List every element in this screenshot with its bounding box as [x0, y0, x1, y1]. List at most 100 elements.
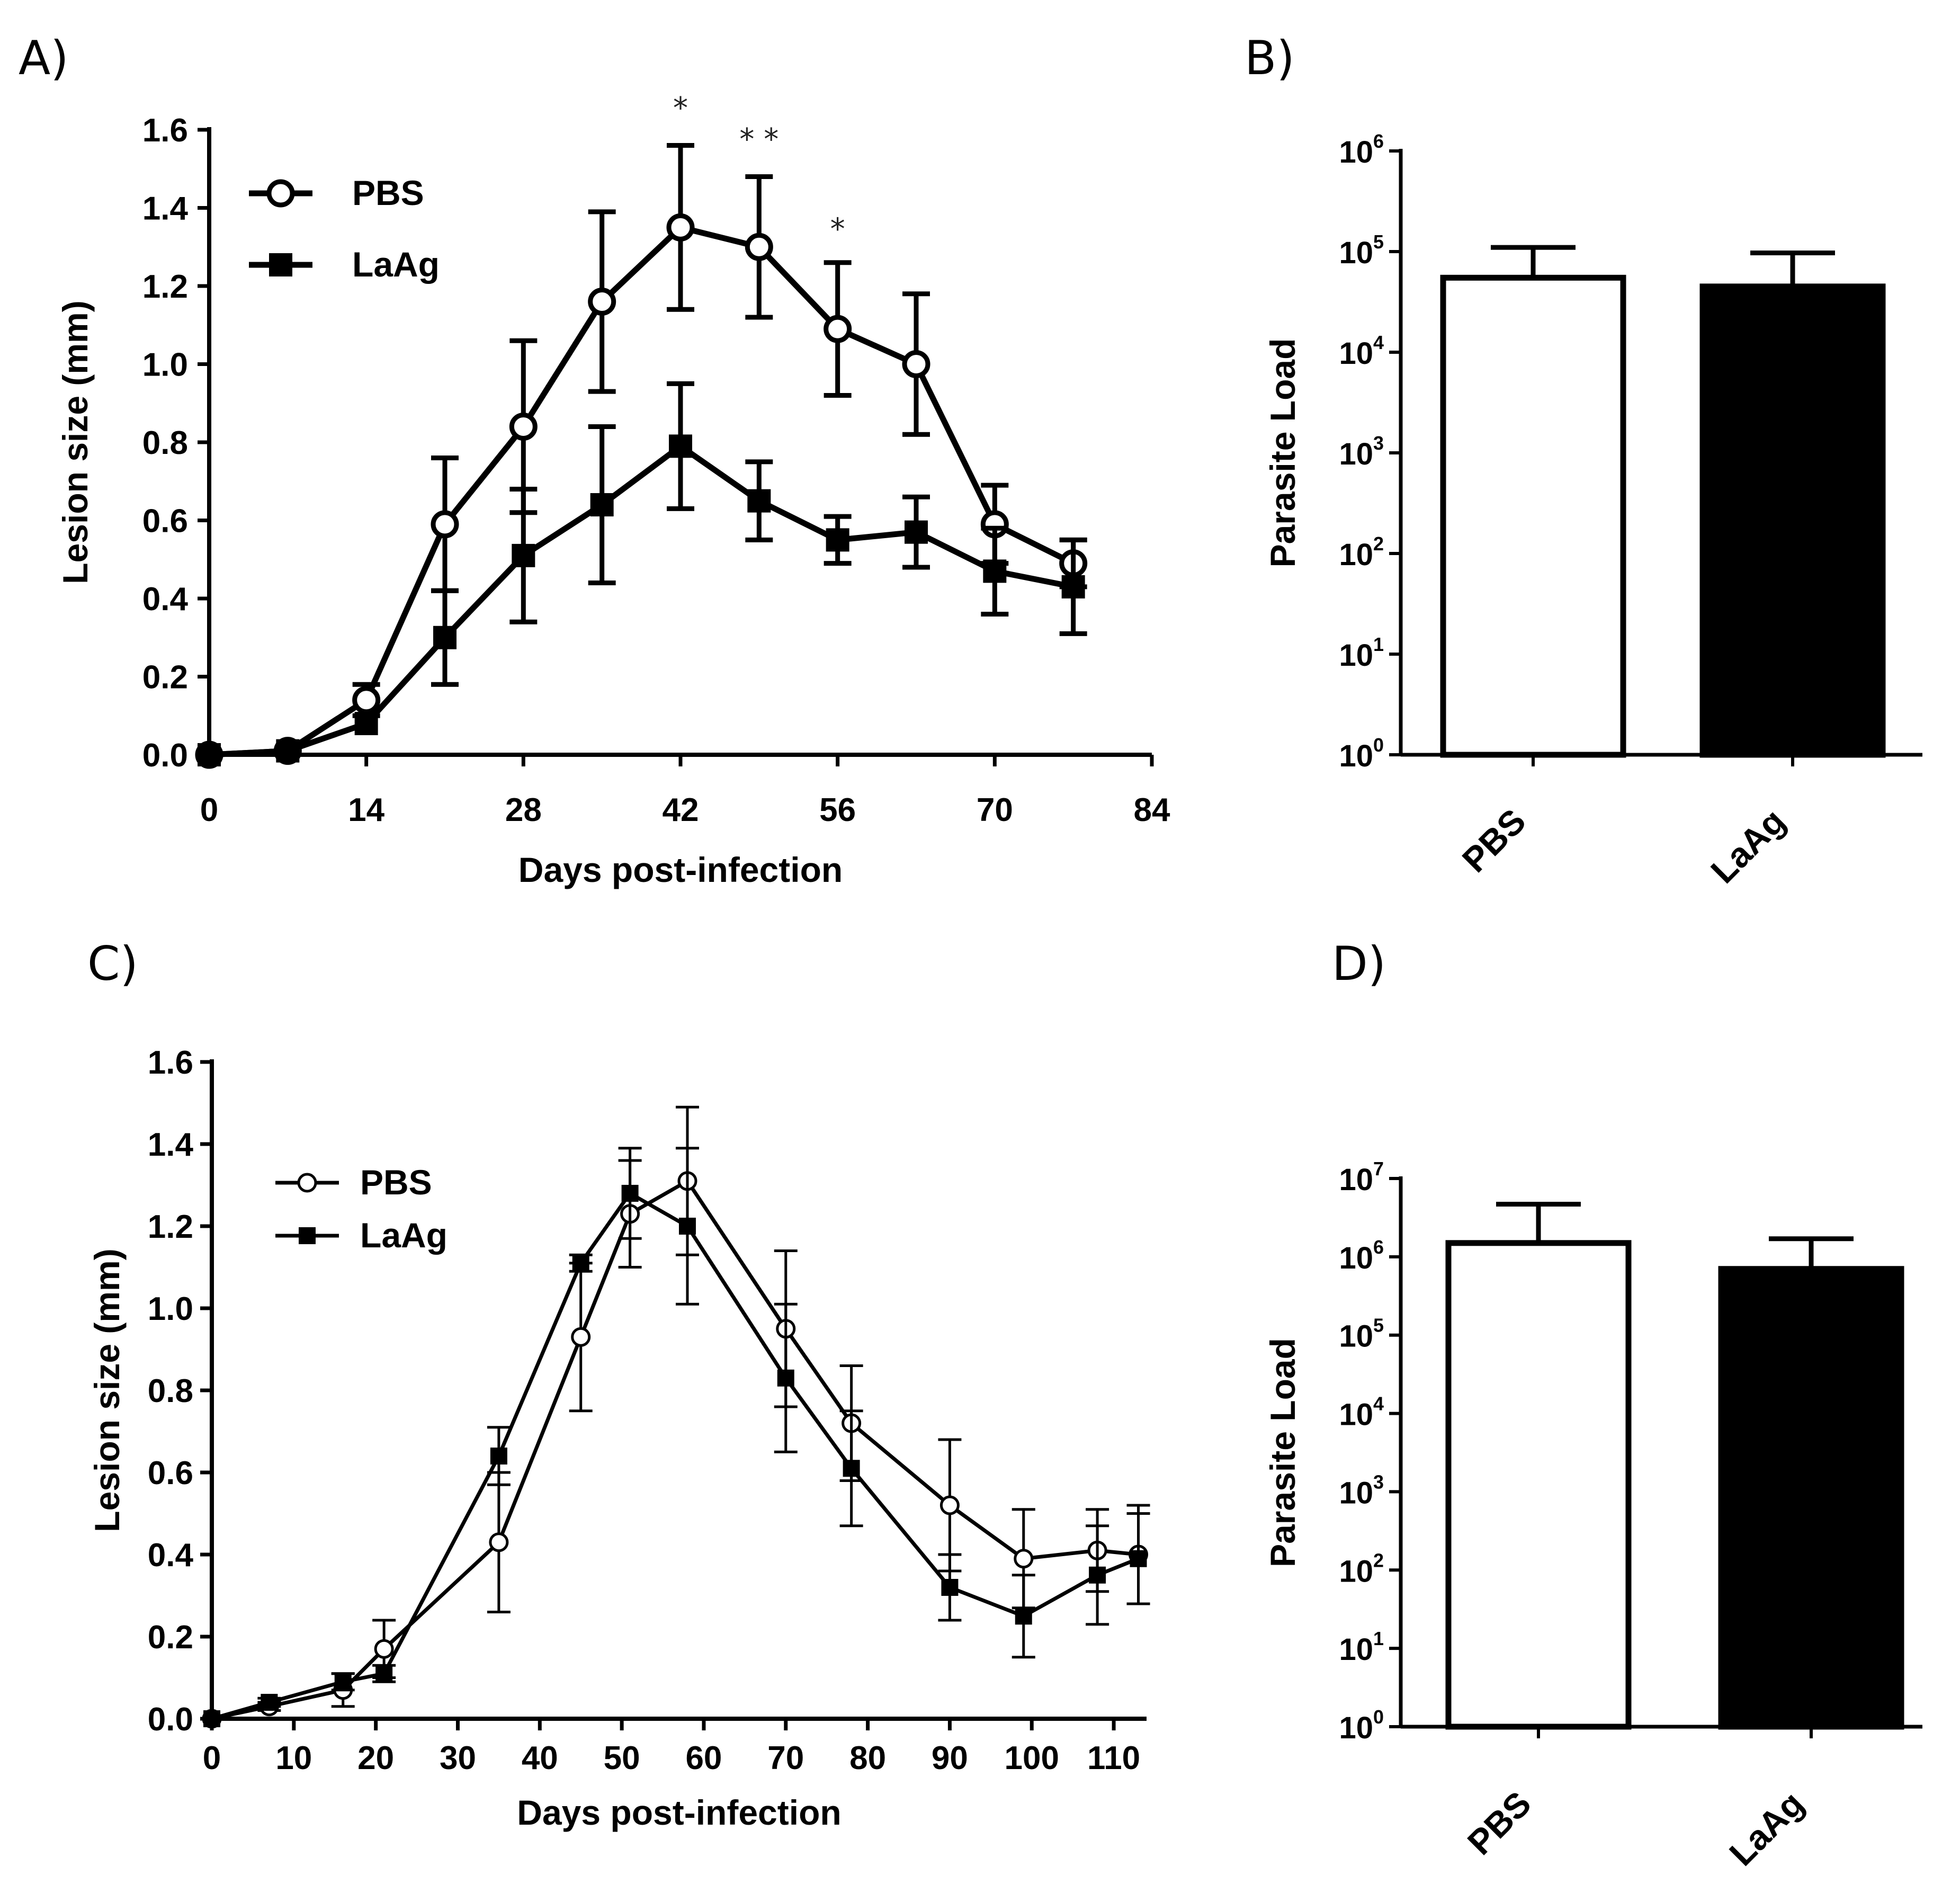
y-tick-label: 103 — [1339, 1471, 1384, 1510]
bar-PBS — [1440, 274, 1626, 758]
tick-base: 10 — [1339, 1319, 1373, 1354]
tick-exponent: 5 — [1373, 231, 1384, 253]
legend-label: PBS — [360, 1163, 432, 1202]
y-tick-label: 0.0 — [148, 1701, 193, 1738]
y-tick-label: 101 — [1339, 1628, 1384, 1667]
x-tick-label: 80 — [849, 1740, 886, 1776]
x-tick-label: 90 — [932, 1740, 968, 1776]
y-tick-label: 0.2 — [148, 1619, 193, 1656]
series-line — [209, 224, 1075, 758]
data-point-circle — [431, 510, 459, 539]
series-line — [209, 443, 1074, 758]
tick-base: 10 — [1339, 1632, 1373, 1667]
data-point-square — [334, 1673, 352, 1691]
x-tick-label: 30 — [440, 1740, 476, 1776]
data-point-square — [1061, 575, 1085, 599]
data-point-square — [747, 489, 771, 513]
tick-exponent: 2 — [1373, 1549, 1384, 1571]
data-point-square — [777, 1369, 794, 1387]
data-point-square — [983, 559, 1007, 583]
data-point-circle — [297, 1173, 317, 1193]
y-tick-label: 101 — [1339, 633, 1384, 673]
y-tick-label: 1.4 — [148, 1127, 194, 1163]
data-point-square — [1130, 1550, 1147, 1567]
y-tick-label: 106 — [1339, 1236, 1384, 1275]
panel-A: A) 0.0 0.2 0.4 0.6 0.8 1.0 1.2 1.4 1.6 0 14 28 42 56 70… — [19, 31, 1170, 889]
y-tick-label: 0.4 — [148, 1537, 194, 1574]
y-tick-label: 105 — [1339, 231, 1384, 270]
y-tick-label: 0.8 — [148, 1373, 193, 1409]
data-point-square — [572, 1254, 589, 1272]
data-point-circle — [352, 686, 381, 715]
panel-label: B) — [1245, 31, 1295, 85]
x-tick-label: 14 — [348, 792, 384, 828]
data-point-square — [375, 1665, 393, 1682]
tick-base: 10 — [1339, 1554, 1373, 1588]
tick-base: 10 — [1339, 1398, 1373, 1432]
data-point-square — [941, 1579, 959, 1596]
data-point-square — [621, 1185, 639, 1202]
x-tick-label: 60 — [685, 1740, 722, 1776]
y-tick-label: 105 — [1339, 1315, 1384, 1354]
x-tick-label: 50 — [604, 1740, 640, 1776]
data-point-square — [843, 1460, 860, 1477]
x-axis-label: Days post-infection — [518, 850, 843, 889]
data-point-square — [261, 1694, 278, 1711]
data-point-circle — [588, 288, 616, 316]
tick-exponent: 6 — [1373, 1236, 1384, 1258]
x-tick-label: 20 — [357, 1740, 394, 1776]
y-tick-label: 0.6 — [148, 1455, 193, 1492]
series-PBS: PBS — [202, 1105, 1150, 1729]
tick-base: 10 — [1339, 1163, 1373, 1197]
data-point-circle — [571, 1327, 591, 1347]
panel-label: A) — [19, 31, 69, 85]
x-tick-label: 10 — [275, 1740, 312, 1776]
panel-C: C) 0.0 0.2 0.4 0.6 0.8 1.0 1.2 1.4 1.6 0 10 20 30 40 50… — [87, 936, 1150, 1832]
x-tick-label: 0 — [200, 792, 218, 828]
tick-base: 10 — [1339, 1711, 1373, 1745]
series-LaAg: LaAg — [203, 1147, 1150, 1727]
bar-PBS — [1445, 1240, 1632, 1730]
x-tick-label: 40 — [522, 1740, 558, 1776]
data-point-square — [299, 1227, 316, 1244]
data-point-circle — [374, 1639, 394, 1659]
series-PBS: PBS — [195, 143, 1088, 769]
y-axis-label: Lesion size (mm) — [87, 1248, 127, 1532]
tick-exponent: 1 — [1373, 633, 1384, 655]
y-tick-label: 104 — [1339, 332, 1384, 371]
y-tick-label: 100 — [1339, 1706, 1384, 1745]
data-point-circle — [939, 1495, 960, 1515]
y-tick-label: 1.6 — [148, 1044, 193, 1081]
data-point-square — [354, 712, 378, 735]
x-tick-label: 56 — [819, 792, 856, 828]
data-point-circle — [266, 179, 295, 208]
tick-exponent: 7 — [1373, 1158, 1384, 1180]
data-point-square — [490, 1448, 507, 1465]
tick-base: 10 — [1339, 1241, 1373, 1275]
y-axis-label: Parasite Load — [1263, 1338, 1302, 1567]
data-point-square — [198, 743, 221, 766]
y-tick-label: 0.4 — [142, 581, 189, 618]
x-tick-label: 70 — [977, 792, 1013, 828]
y-tick-label: 0.6 — [142, 503, 188, 540]
x-tick-label: 42 — [663, 792, 699, 828]
data-point-circle — [489, 1532, 509, 1552]
legend-label: LaAg — [352, 245, 440, 284]
legend-label: PBS — [352, 173, 424, 212]
y-tick-label: 1.2 — [148, 1209, 193, 1245]
y-tick-label: 0.2 — [142, 659, 188, 696]
data-point-circle — [666, 213, 695, 242]
data-point-square — [203, 1710, 220, 1727]
significance-marker: * * — [739, 122, 778, 157]
tick-exponent: 4 — [1373, 1393, 1384, 1415]
y-tick-label: 100 — [1339, 734, 1384, 773]
y-tick-label: 1.2 — [142, 269, 188, 305]
series-line — [211, 1191, 1139, 1721]
tick-exponent: 3 — [1373, 1471, 1384, 1493]
y-tick-label: 104 — [1339, 1393, 1384, 1432]
bar-LaAg — [1718, 1266, 1904, 1730]
x-tick-label: 70 — [767, 1740, 804, 1776]
